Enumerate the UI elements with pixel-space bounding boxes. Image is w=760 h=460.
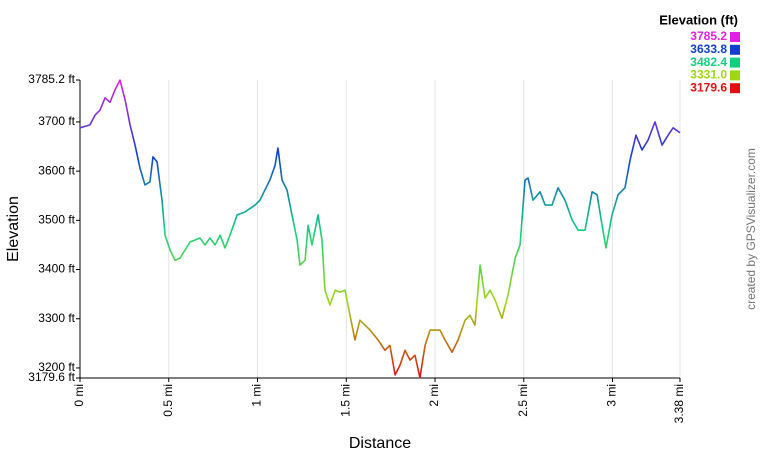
y-tick-label: 3300 ft	[38, 311, 75, 325]
legend-swatch	[730, 44, 740, 55]
legend-label: 3785.2	[690, 29, 727, 43]
x-tick-label: 3.38 mi	[672, 384, 686, 423]
legend-label: 3633.8	[690, 42, 727, 56]
x-tick-label: 1.5 mi	[338, 384, 352, 417]
x-tick-label: 2 mi	[427, 384, 441, 407]
legend-label: 3482.4	[690, 55, 727, 69]
y-axis-title: Elevation	[5, 196, 22, 262]
legend-label: 3179.6	[690, 80, 727, 94]
elevation-line	[79, 79, 681, 379]
credit: created by GPSVisualizer.com	[744, 148, 758, 310]
x-tick-label: 0 mi	[72, 384, 86, 407]
legend-swatch	[730, 70, 740, 81]
x-tick-label: 1 mi	[250, 384, 264, 407]
legend-title: Elevation (ft)	[659, 12, 738, 27]
x-tick-label: 0.5 mi	[161, 384, 175, 417]
y-tick-label: 3500 ft	[38, 213, 75, 227]
x-axis-title: Distance	[349, 435, 411, 452]
y-tick-label: 3179.6 ft	[28, 370, 75, 384]
legend-swatch	[730, 32, 740, 42]
y-tick-label: 3785.2 ft	[28, 72, 75, 86]
legend-label: 3331.0	[690, 68, 727, 82]
x-tick-label: 2.5 mi	[516, 384, 530, 417]
legend-swatch	[730, 83, 740, 94]
y-tick-label: 3600 ft	[38, 163, 75, 177]
y-tick-label: 3400 ft	[38, 262, 75, 276]
x-tick-label: 3 mi	[605, 384, 619, 407]
y-tick-label: 3200 ft	[38, 360, 75, 374]
legend-swatch	[730, 57, 740, 68]
y-tick-label: 3700 ft	[38, 114, 75, 128]
